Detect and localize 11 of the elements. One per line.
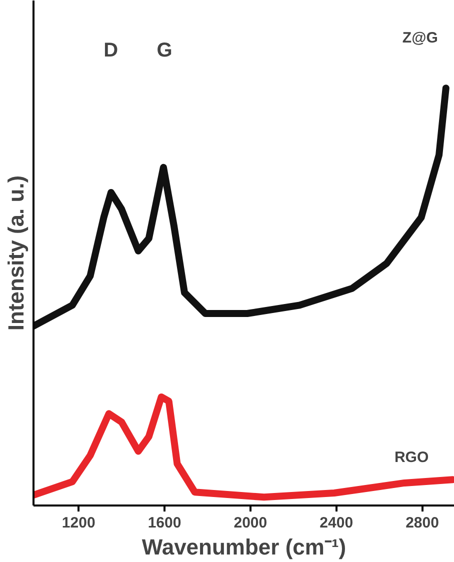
x-tick-label: 2000 xyxy=(234,514,268,532)
x-tick-label: 2800 xyxy=(406,514,439,532)
text: D xyxy=(104,40,118,62)
x-tick-label: 1600 xyxy=(148,514,182,532)
x-tick-label: 2400 xyxy=(320,514,354,532)
y-axis-title: Intensity (a. u.) xyxy=(4,175,28,331)
text: G xyxy=(156,40,172,62)
text: Z@G xyxy=(402,30,438,47)
x-axis-title: Wavenumber (cm⁻¹) xyxy=(142,534,346,560)
annotation: RGO xyxy=(394,449,429,466)
x-tick-label: 1200 xyxy=(62,514,96,532)
